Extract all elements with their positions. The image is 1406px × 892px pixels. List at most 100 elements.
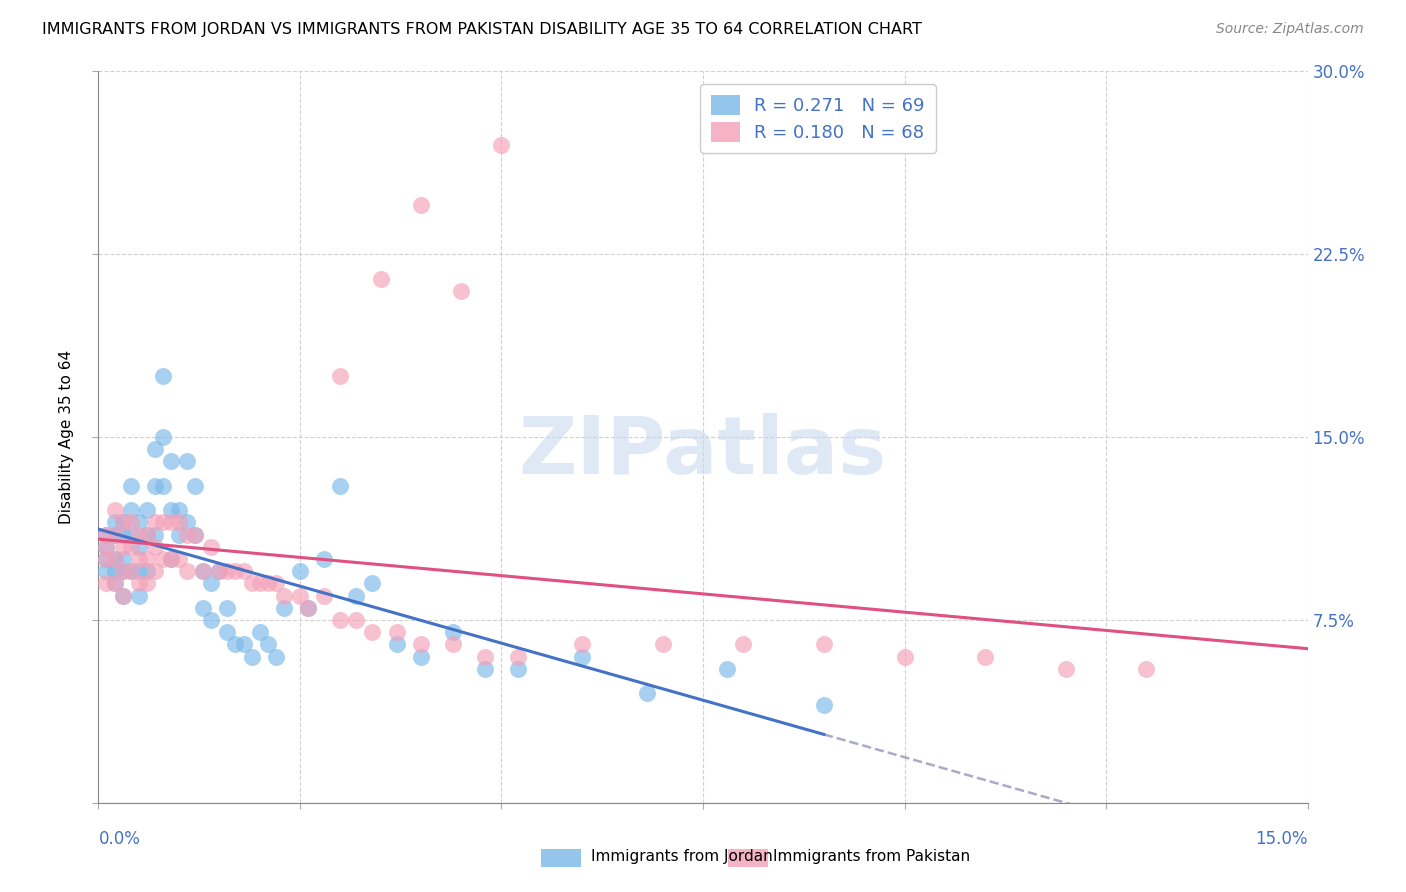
Point (135, 527, 157, 541)
Point (184, 527, 207, 541)
Point (160, 516, 183, 530)
Point (200, 540, 222, 554)
Point (120, 540, 142, 554)
Point (152, 430, 174, 444)
Point (96, 540, 118, 554)
Point (474, 649, 496, 664)
Point (128, 589, 150, 603)
Point (974, 649, 997, 664)
Point (176, 564, 198, 578)
Point (224, 564, 246, 578)
Point (143, 516, 166, 530)
Text: Source: ZipAtlas.com: Source: ZipAtlas.com (1216, 22, 1364, 37)
Point (160, 454, 183, 468)
Point (264, 649, 287, 664)
Point (208, 564, 231, 578)
Point (96, 527, 118, 541)
Point (232, 564, 254, 578)
Point (571, 649, 593, 664)
Point (103, 576, 125, 591)
Point (143, 564, 166, 578)
Point (256, 637, 278, 651)
Point (344, 613, 367, 627)
Point (273, 589, 295, 603)
Point (651, 637, 673, 651)
Point (135, 552, 157, 566)
Point (111, 552, 134, 566)
Point (716, 662, 738, 676)
Point (441, 637, 464, 651)
Point (111, 527, 134, 541)
Point (409, 649, 432, 664)
Point (128, 564, 150, 578)
Point (184, 527, 207, 541)
Point (111, 564, 134, 578)
Point (193, 564, 215, 578)
Point (409, 637, 432, 651)
Point (167, 552, 190, 566)
Point (96, 527, 118, 541)
Point (143, 479, 166, 493)
Point (96, 576, 118, 591)
Point (160, 552, 183, 566)
Point (217, 625, 239, 640)
Point (128, 516, 150, 530)
Point (193, 564, 215, 578)
Text: Immigrants from Jordan: Immigrants from Jordan (591, 849, 772, 863)
Point (111, 516, 134, 530)
Point (103, 564, 125, 578)
Point (96, 564, 118, 578)
Point (128, 552, 150, 566)
Point (120, 516, 142, 530)
Legend: R = 0.271   N = 69, R = 0.180   N = 68: R = 0.271 N = 69, R = 0.180 N = 68 (700, 84, 935, 153)
Point (813, 698, 835, 713)
Point (167, 503, 190, 517)
Point (217, 564, 239, 578)
Point (152, 552, 174, 566)
Point (96, 552, 118, 566)
Point (103, 576, 125, 591)
Text: ZIPatlas: ZIPatlas (519, 413, 887, 491)
Point (103, 527, 125, 541)
Point (160, 503, 183, 517)
Point (385, 625, 408, 640)
Point (103, 552, 125, 566)
Point (893, 649, 915, 664)
Point (167, 527, 190, 541)
Point (314, 552, 336, 566)
Point (135, 527, 157, 541)
Point (232, 637, 254, 651)
Y-axis label: Disability Age 35 to 64: Disability Age 35 to 64 (59, 350, 75, 524)
Point (120, 527, 142, 541)
Point (135, 503, 157, 517)
Point (385, 637, 408, 651)
Point (273, 600, 295, 615)
Point (103, 503, 125, 517)
Point (491, 137, 513, 152)
Point (314, 589, 336, 603)
Point (288, 589, 311, 603)
Point (361, 625, 384, 640)
Point (167, 516, 190, 530)
Point (193, 600, 215, 615)
Point (200, 613, 222, 627)
Point (636, 686, 658, 700)
Point (474, 662, 496, 676)
Point (217, 600, 239, 615)
Point (111, 540, 134, 554)
Point (176, 454, 198, 468)
Point (152, 369, 174, 384)
Point (506, 662, 529, 676)
Point (249, 576, 271, 591)
Point (143, 540, 166, 554)
Point (120, 503, 142, 517)
Point (103, 516, 125, 530)
Point (176, 527, 198, 541)
Point (224, 637, 246, 651)
Point (120, 479, 142, 493)
Point (297, 600, 319, 615)
Point (103, 527, 125, 541)
Point (120, 564, 142, 578)
Point (120, 564, 142, 578)
Point (111, 564, 134, 578)
